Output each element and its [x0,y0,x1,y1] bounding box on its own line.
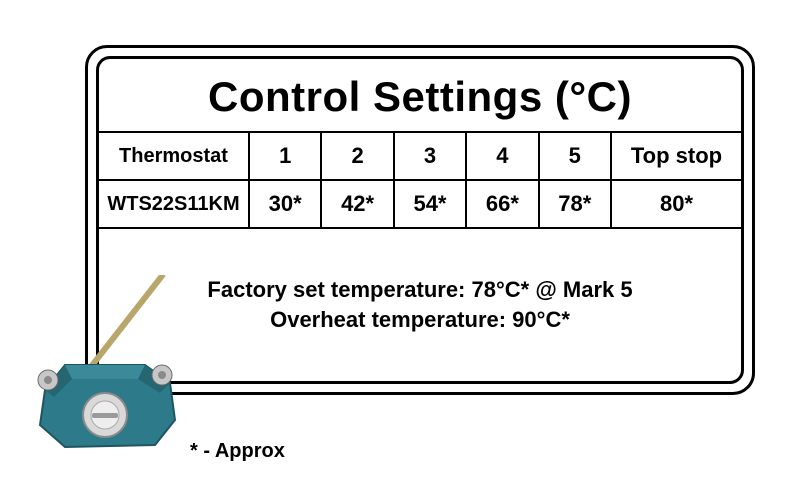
cell-topstop: 80* [611,180,741,228]
settings-table: Thermostat 1 2 3 4 5 Top stop WTS22S11KM… [99,131,741,229]
cell-5: 78* [539,180,611,228]
panel-title: Control Settings (°C) [99,59,741,131]
note-overheat: Overheat temperature: 90°C* [270,307,570,333]
header-3: 3 [394,132,466,180]
cell-3: 54* [394,180,466,228]
header-5: 5 [539,132,611,180]
header-4: 4 [466,132,538,180]
note-factory: Factory set temperature: 78°C* @ Mark 5 [207,277,632,303]
header-2: 2 [321,132,393,180]
table-row: WTS22S11KM 30* 42* 54* 66* 78* 80* [99,180,741,228]
cell-1: 30* [249,180,321,228]
cell-2: 42* [321,180,393,228]
cell-4: 66* [466,180,538,228]
header-topstop: Top stop [611,132,741,180]
header-thermostat: Thermostat [99,132,249,180]
thermostat-icon [10,275,230,475]
table-header-row: Thermostat 1 2 3 4 5 Top stop [99,132,741,180]
header-1: 1 [249,132,321,180]
cell-model: WTS22S11KM [99,180,249,228]
